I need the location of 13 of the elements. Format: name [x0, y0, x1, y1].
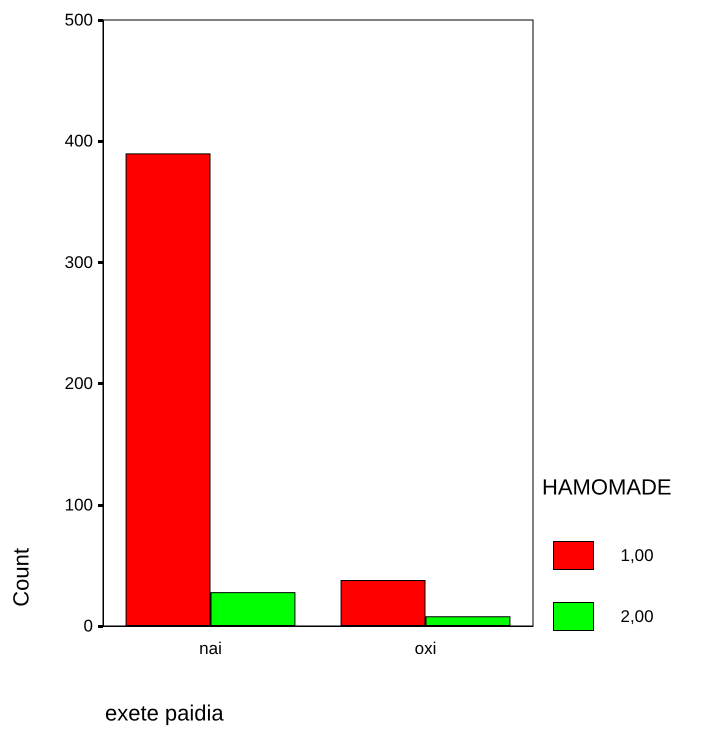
legend-title: HAMOMADE	[542, 474, 672, 500]
legend-label: 1,00	[620, 546, 654, 565]
y-tick-label: 200	[64, 374, 93, 394]
y-axis-title: Count	[8, 548, 34, 607]
legend-label: 2,00	[620, 607, 654, 626]
x-tick-label: oxi	[414, 639, 436, 658]
y-tick-label: 0	[84, 616, 93, 636]
x-tick-label: nai	[199, 639, 222, 658]
y-tick-label: 300	[64, 252, 93, 272]
y-tick-label: 400	[64, 132, 93, 151]
y-tick-label: 100	[64, 495, 93, 514]
y-tick-label: 500	[64, 10, 93, 30]
x-axis-title: exete paidia	[105, 700, 224, 726]
